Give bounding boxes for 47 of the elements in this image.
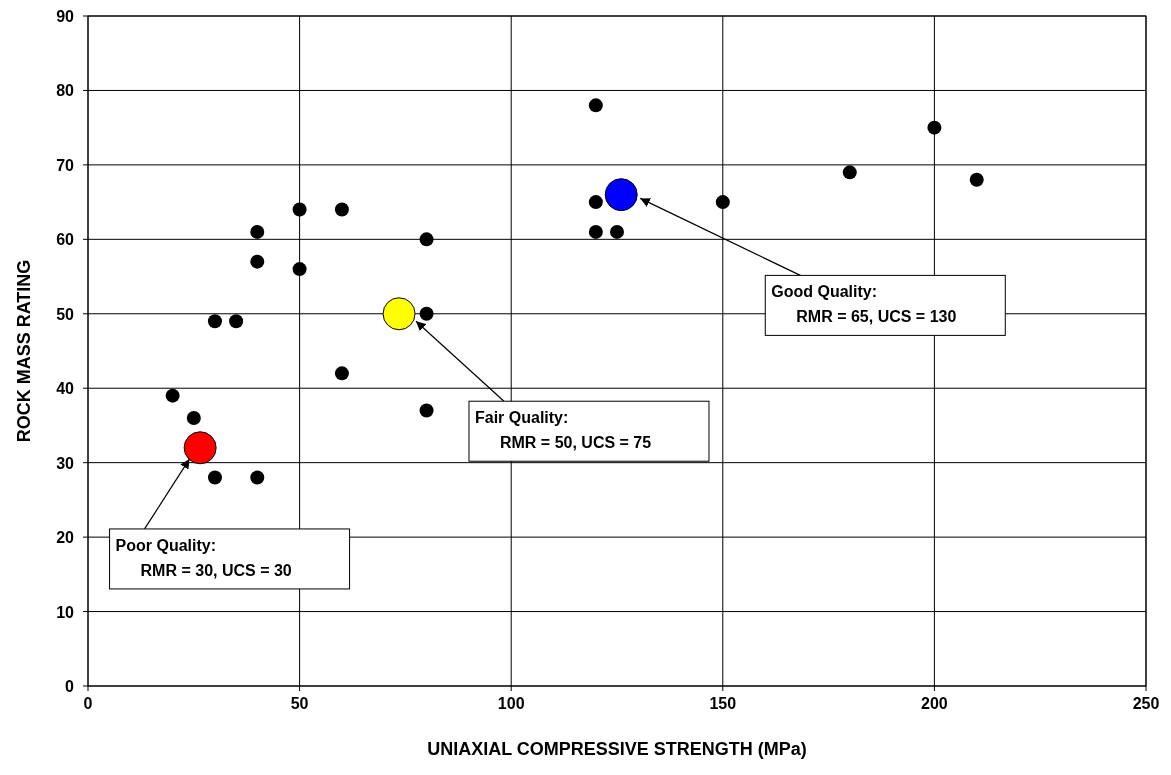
y-tick-label: 90 xyxy=(56,8,75,25)
x-axis-title: UNIAXIAL COMPRESSIVE STRENGTH (MPa) xyxy=(427,739,807,759)
point xyxy=(419,403,434,418)
point xyxy=(969,172,984,187)
point xyxy=(927,120,942,135)
x-tick-label: 200 xyxy=(921,695,948,712)
point xyxy=(604,178,638,212)
point xyxy=(165,388,180,403)
point xyxy=(382,297,416,331)
x-tick-label: 50 xyxy=(290,695,309,712)
y-tick-label: 10 xyxy=(56,603,75,621)
point xyxy=(419,232,434,247)
point xyxy=(334,366,349,381)
point xyxy=(842,165,857,180)
annotation: Fair Quality: RMR = 50, UCS = 75 xyxy=(474,409,652,452)
point xyxy=(250,224,265,239)
point xyxy=(292,262,307,277)
point xyxy=(292,202,307,217)
point xyxy=(588,98,603,113)
y-tick-label: 30 xyxy=(56,454,75,472)
point xyxy=(250,254,265,269)
y-tick-label: 20 xyxy=(56,529,75,547)
point xyxy=(610,224,624,239)
y-tick-label: 80 xyxy=(56,82,75,100)
x-tick-label: 100 xyxy=(497,695,525,712)
point xyxy=(334,202,349,217)
y-tick-label: 40 xyxy=(56,380,75,398)
point xyxy=(715,195,730,210)
y-tick-label: 50 xyxy=(56,305,75,323)
point xyxy=(588,195,603,210)
point xyxy=(250,470,265,485)
annotation: Poor Quality: RMR = 30, UCS = 30 xyxy=(115,536,292,579)
point xyxy=(207,470,222,485)
x-tick-label: 0 xyxy=(83,695,93,712)
y-axis-title: ROCK MASS RATING xyxy=(14,259,34,443)
x-tick-label: 150 xyxy=(709,695,737,712)
y-tick-label: 60 xyxy=(56,231,75,249)
point xyxy=(207,314,222,329)
y-tick-label: 0 xyxy=(65,678,75,695)
annotation: Good Quality: RMR = 65, UCS = 130 xyxy=(771,283,957,326)
point xyxy=(229,314,244,329)
point xyxy=(186,411,201,425)
x-tick-label: 250 xyxy=(1132,695,1160,712)
point xyxy=(588,224,603,239)
y-tick-label: 70 xyxy=(56,156,75,174)
point xyxy=(419,306,434,321)
point xyxy=(183,431,217,465)
